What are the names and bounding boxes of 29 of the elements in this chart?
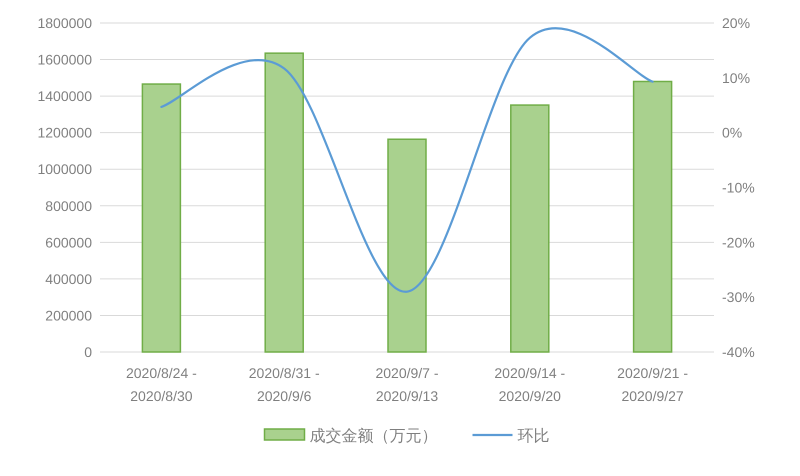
bar	[264, 52, 304, 353]
y2-tick-label: 10%	[722, 70, 750, 86]
y-tick-label: 1600000	[37, 52, 92, 68]
x-tick-label: 2020/9/21 - 2020/9/27	[617, 365, 688, 404]
bar	[142, 83, 182, 353]
y-tick-label: 1000000	[37, 161, 92, 178]
y2-tick-label: -30%	[722, 289, 755, 306]
legend-label: 成交金额（万元）	[310, 427, 438, 445]
y2-tick-label: 0%	[722, 124, 742, 141]
y-tick-label: 0	[84, 344, 92, 360]
y-tick-label: 200000	[45, 307, 92, 324]
x-tick-label: 2020/8/31 - 2020/9/6	[248, 365, 320, 404]
x-tick-label: 2020/8/24 - 2020/8/30	[126, 365, 198, 404]
bar	[387, 138, 427, 353]
y2-tick-label: -10%	[722, 180, 755, 196]
y-tick-label: 800000	[45, 198, 92, 214]
x-tick-label: 2020/9/14 - 2020/9/20	[494, 365, 566, 404]
y-tick-label: 1800000	[37, 15, 92, 31]
y2-tick-label: -40%	[722, 344, 755, 360]
y-tick-label: 400000	[45, 270, 92, 287]
legend-label: 环比	[518, 427, 550, 445]
y-tick-label: 600000	[45, 234, 92, 250]
y-tick-label: 1200000	[37, 124, 92, 141]
y-tick-label: 1400000	[37, 88, 92, 104]
bar	[632, 80, 672, 353]
bar	[510, 104, 550, 353]
x-tick-label: 2020/9/7 - 2020/9/13	[375, 365, 439, 404]
y2-tick-label: 20%	[722, 15, 750, 31]
y2-tick-label: -20%	[722, 234, 755, 250]
